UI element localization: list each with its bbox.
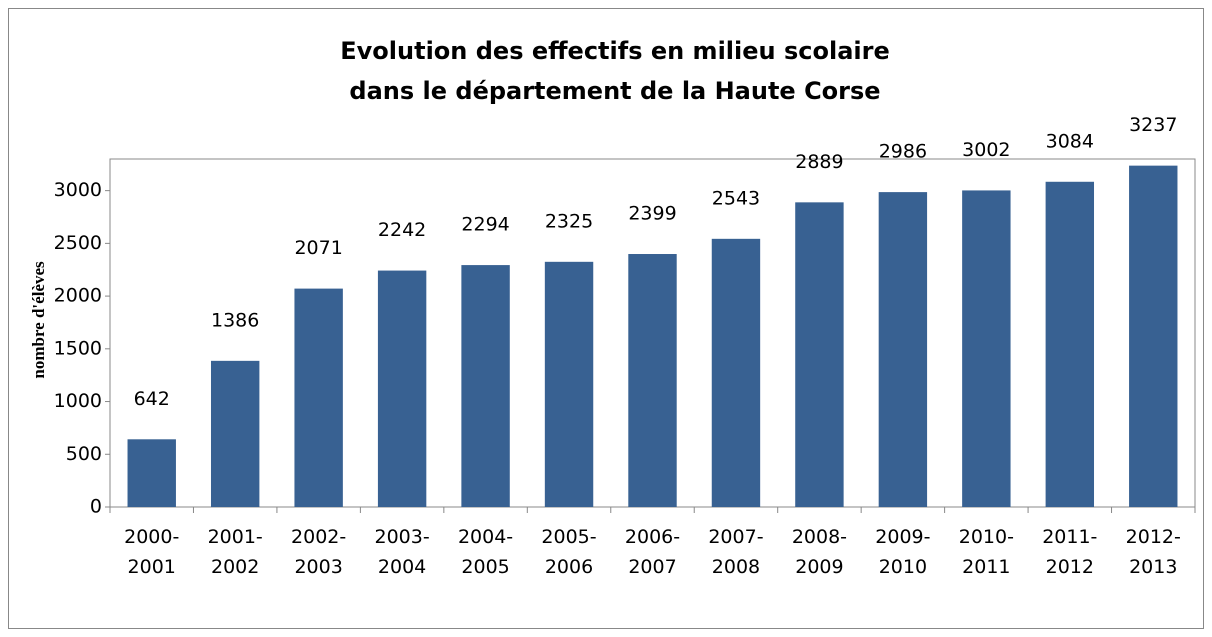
data-label: 2294 xyxy=(461,214,509,236)
bar xyxy=(628,254,677,507)
y-tick-label: 0 xyxy=(90,496,102,518)
x-tick-label: 2004-2005 xyxy=(458,526,513,578)
y-axis-label: nombre d'élèves xyxy=(29,261,48,379)
bar xyxy=(127,439,176,507)
data-label: 2399 xyxy=(628,203,676,225)
x-tick-label: 2002-2003 xyxy=(291,526,346,578)
bar xyxy=(1045,181,1095,507)
y-tick-label: 1500 xyxy=(54,337,102,359)
data-label: 2889 xyxy=(795,151,843,173)
bar xyxy=(461,265,510,507)
data-label: 2543 xyxy=(712,187,760,209)
data-label: 2071 xyxy=(294,237,342,259)
x-tick-label: 2011-2012 xyxy=(1042,526,1097,578)
y-tick-label: 3000 xyxy=(54,179,102,201)
x-tick-label: 2010-2011 xyxy=(959,526,1014,578)
data-label: 3002 xyxy=(962,139,1010,161)
x-tick-label: 2007-2008 xyxy=(708,526,763,578)
y-tick-label: 2500 xyxy=(54,232,102,254)
chart-title: dans le département de la Haute Corse xyxy=(349,77,880,105)
x-tick-label: 2006-2007 xyxy=(625,526,680,578)
bar xyxy=(377,270,427,507)
data-label: 642 xyxy=(134,388,170,410)
data-label: 3237 xyxy=(1129,114,1177,136)
bar xyxy=(294,288,343,507)
y-tick-label: 500 xyxy=(66,443,102,465)
x-tick-label: 2012-2013 xyxy=(1126,526,1181,578)
bar xyxy=(544,261,594,507)
bar xyxy=(210,360,260,507)
data-label: 3084 xyxy=(1046,130,1094,152)
x-tick-label: 2009-2010 xyxy=(875,526,930,578)
bar xyxy=(711,238,761,507)
x-tick-label: 2003-2004 xyxy=(375,526,430,578)
x-tick-label: 2008-2009 xyxy=(792,526,847,578)
x-tick-label: 2001-2002 xyxy=(208,526,263,578)
bar xyxy=(962,190,1011,507)
y-tick-label: 2000 xyxy=(54,285,102,307)
data-label: 2242 xyxy=(378,219,426,241)
bar xyxy=(1129,165,1178,508)
data-label: 1386 xyxy=(211,309,259,331)
chart-title: Evolution des effectifs en milieu scolai… xyxy=(340,37,889,65)
bar xyxy=(795,202,844,508)
bar xyxy=(878,192,928,507)
y-tick-label: 1000 xyxy=(54,390,102,412)
x-tick-label: 2005-2006 xyxy=(541,526,596,578)
data-label: 2325 xyxy=(545,210,593,232)
x-tick-label: 2000-2001 xyxy=(124,526,179,578)
data-label: 2986 xyxy=(879,141,927,163)
